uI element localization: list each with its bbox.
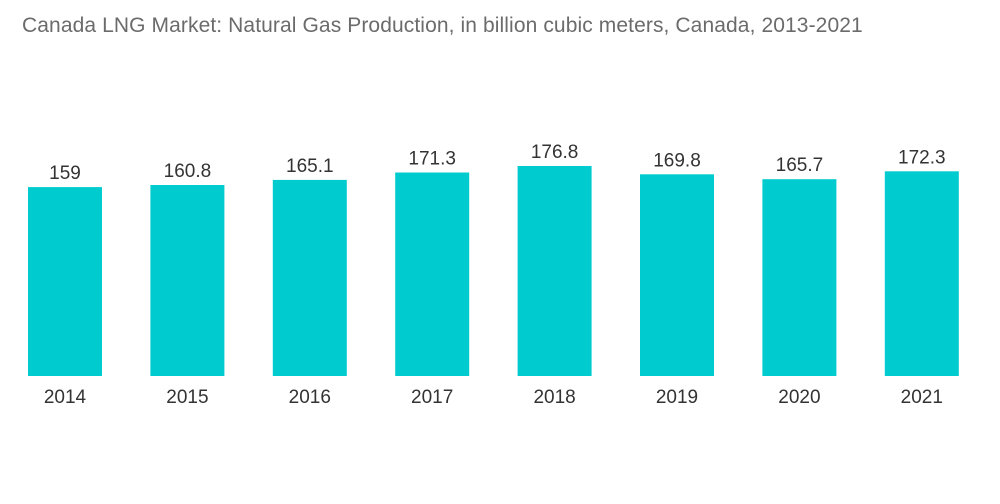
- x-tick-label-2020: 2020: [778, 387, 820, 408]
- value-label-2016: 165.1: [286, 156, 334, 177]
- chart-title: Canada LNG Market: Natural Gas Productio…: [22, 14, 863, 37]
- value-label-2015: 160.8: [164, 161, 212, 182]
- bar-2021: [884, 171, 959, 376]
- bars-group: [28, 166, 959, 376]
- value-label-2021: 172.3: [898, 147, 946, 168]
- value-label-2018: 176.8: [531, 142, 579, 163]
- x-tick-label-2017: 2017: [411, 387, 453, 408]
- bar-2020: [762, 179, 837, 376]
- bar-2016: [272, 179, 347, 376]
- x-tick-label-2014: 2014: [44, 387, 87, 408]
- x-tick-label-2019: 2019: [656, 387, 698, 408]
- x-tick-label-2018: 2018: [533, 387, 575, 408]
- value-label-2014: 159: [49, 163, 81, 184]
- value-labels-group: 159 160.8 165.1 171.3 176.8 169.8 165.7 172.3: [49, 142, 945, 184]
- bar-2014: [28, 187, 102, 376]
- value-label-2017: 171.3: [408, 149, 456, 170]
- bar-2019: [640, 174, 714, 376]
- bar-2015: [150, 185, 225, 376]
- x-axis-ticks: 2014 2015 2016 2017 2018 2019 2020 2021: [44, 387, 943, 408]
- bar-2018: [517, 166, 592, 376]
- value-label-2020: 165.7: [776, 155, 824, 176]
- x-tick-label-2021: 2021: [901, 387, 943, 408]
- x-tick-label-2015: 2015: [166, 387, 208, 408]
- x-tick-label-2016: 2016: [289, 387, 331, 408]
- value-label-2019: 169.8: [653, 150, 701, 171]
- bar-2017: [395, 172, 470, 376]
